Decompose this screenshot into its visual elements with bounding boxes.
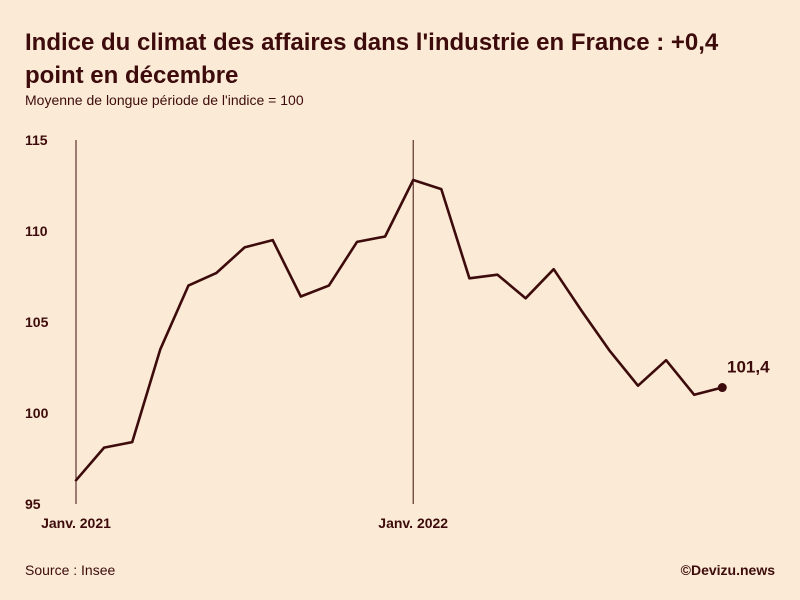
- source-note: Source : Insee: [25, 562, 116, 578]
- last-value-label: 101,4: [727, 358, 770, 377]
- chart-title: Indice du climat des affaires dans l'ind…: [25, 29, 719, 89]
- series-points: [717, 383, 727, 393]
- y-axis: 95 100 105 110 115: [25, 132, 49, 512]
- y-tick-label: 95: [25, 496, 41, 512]
- chart-subtitle: Moyenne de longue période de l'indice = …: [25, 92, 304, 108]
- y-tick-label: 110: [25, 223, 48, 239]
- series-line: [74, 178, 724, 482]
- y-tick-label: 105: [25, 314, 49, 330]
- last-point-marker: [717, 383, 727, 393]
- credit-label: ©Devizu.news: [680, 562, 775, 578]
- y-tick-label: 115: [25, 132, 48, 148]
- x-tick-label: Janv. 2022: [378, 515, 448, 531]
- x-axis-markers: Janv. 2021 Janv. 2022: [41, 140, 448, 531]
- chart-annotations: 101,4: [727, 358, 770, 377]
- y-tick-label: 100: [25, 405, 49, 421]
- x-tick-label: Janv. 2021: [41, 515, 111, 531]
